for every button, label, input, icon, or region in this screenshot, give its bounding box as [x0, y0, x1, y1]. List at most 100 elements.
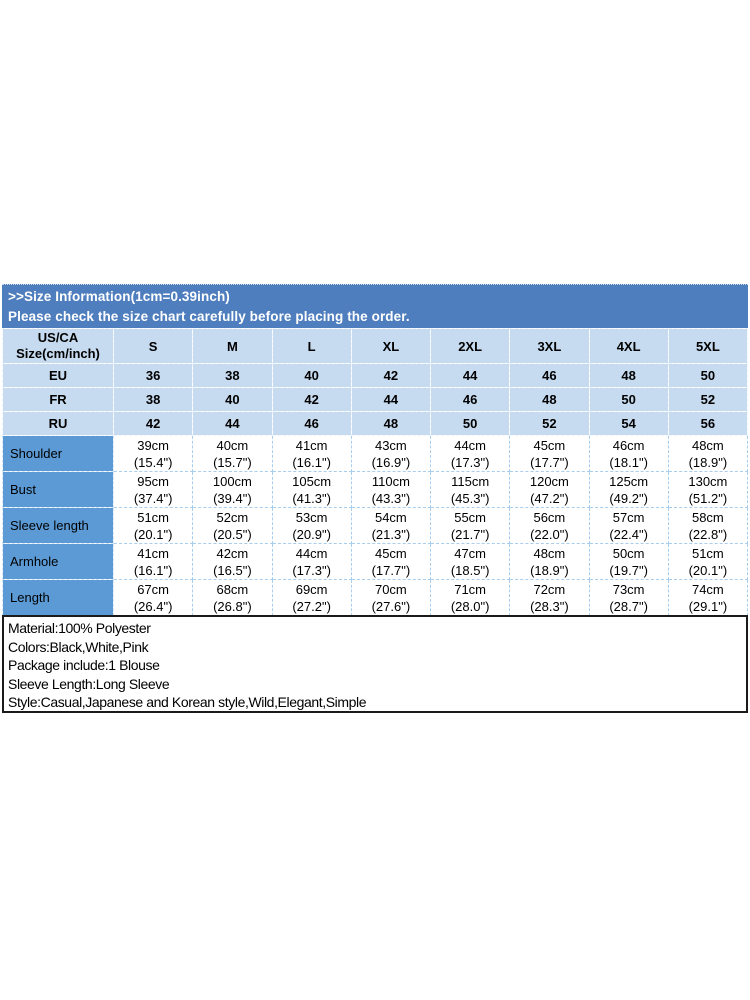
measurement-cm: 54cm [374, 509, 407, 525]
measurement-value-cell: 95cm (37.4") [112, 471, 194, 508]
product-info-line: Colors:Black,White,Pink [8, 638, 149, 655]
measurement-inch: (15.7") [213, 454, 252, 470]
size-header-cell: S [112, 328, 194, 364]
measurement-value-cell: 58cm (22.8") [667, 507, 749, 544]
region-value-cell: 40 [271, 363, 352, 388]
measurement-inch: (27.6") [371, 598, 411, 614]
measurement-label-cell: Bust [2, 471, 114, 508]
measurement-row: Shoulder 39cm (15.4") 40cm (15.7") 41cm (16.1"… [2, 435, 749, 472]
region-row: EU 36 38 40 42 44 46 48 50 [2, 363, 749, 388]
measurement-value-cell: 55cm (21.7") [429, 507, 511, 544]
region-value-cell: 38 [192, 363, 273, 388]
measurement-value-cell: 71cm (28.0") [429, 579, 511, 616]
measurement-cm: 48cm [533, 545, 566, 561]
size-header-row: US/CA Size(cm/inch) S M L XL 2XL 3XL 4XL 5XL [2, 328, 749, 364]
size-table: US/CA Size(cm/inch) S M L XL 2XL 3XL 4XL 5XL EU 36 3… [2, 328, 749, 616]
size-header-cell: L [271, 328, 352, 364]
measurement-cm: 51cm [691, 545, 724, 561]
size-info-subtitle: Please check the size chart carefully be… [8, 309, 410, 324]
measurement-value-cell: 68cm (26.8") [192, 579, 273, 616]
measurement-inch: (28.0") [450, 598, 490, 614]
measurement-value-cell: 48cm (18.9") [667, 435, 749, 472]
measurement-value-cell: 110cm (43.3") [350, 471, 432, 508]
measurement-cm: 47cm [454, 545, 487, 561]
measurement-value-cell: 57cm (22.4") [588, 507, 669, 544]
measurement-cm: 72cm [533, 581, 566, 597]
measurement-inch: (16.1") [133, 562, 173, 578]
measurement-value-cell: 39cm (15.4") [112, 435, 194, 472]
measurement-inch: (18.9") [530, 562, 569, 578]
measurement-cm: 46cm [612, 437, 645, 453]
measurement-value-cell: 42cm (16.5") [192, 543, 273, 580]
measurement-cm: 52cm [216, 509, 249, 525]
measurement-inch: (16.1") [292, 454, 331, 470]
measurement-cm: 120cm [529, 473, 569, 489]
measurement-inch: (18.9") [688, 454, 728, 470]
measurement-inch: (43.3") [371, 490, 411, 506]
measurement-cm: 44cm [295, 545, 328, 561]
region-value-cell: 48 [350, 411, 432, 436]
measurement-inch: (17.7") [371, 562, 411, 578]
region-value-cell: 46 [509, 363, 590, 388]
region-label-cell: RU [2, 411, 114, 436]
measurement-cm: 50cm [612, 545, 645, 561]
region-value-cell: 42 [271, 387, 352, 412]
region-value-cell: 46 [271, 411, 352, 436]
measurement-inch: (28.3") [530, 598, 569, 614]
measurement-inch: (20.1") [133, 526, 173, 542]
measurement-cm: 41cm [295, 437, 328, 453]
region-value-cell: 44 [429, 363, 511, 388]
measurement-inch: (15.4") [133, 454, 173, 470]
measurement-cm: 125cm [609, 473, 649, 489]
product-info-line: Material:100% Polyester [8, 620, 151, 636]
measurement-value-cell: 73cm (28.7") [588, 579, 669, 616]
measurement-value-cell: 50cm (19.7") [588, 543, 669, 580]
measurement-inch: (41.3") [292, 490, 331, 506]
measurement-cm: 100cm [212, 473, 252, 489]
measurement-cm: 58cm [691, 509, 724, 525]
measurement-cm: 56cm [533, 509, 566, 525]
region-row: RU 42 44 46 48 50 52 54 56 [2, 411, 749, 436]
measurement-value-cell: 46cm (18.1") [588, 435, 669, 472]
measurement-label-cell: Shoulder [2, 435, 114, 472]
measurement-value-cell: 54cm (21.3") [350, 507, 432, 544]
size-info-title: >>Size Information(1cm=0.39inch) [8, 289, 230, 304]
measurement-cm: 110cm [371, 473, 410, 489]
measurement-cm: 57cm [612, 509, 645, 525]
region-value-cell: 52 [667, 387, 749, 412]
measurement-value-cell: 72cm (28.3") [509, 579, 590, 616]
measurement-inch: (16.9") [371, 454, 411, 470]
size-header-cell: 4XL [588, 328, 669, 364]
size-table-body: US/CA Size(cm/inch) S M L XL 2XL 3XL 4XL 5XL EU 36 3… [2, 328, 749, 616]
measurement-cm: 45cm [533, 437, 566, 453]
measurement-cm: 105cm [292, 473, 332, 489]
product-info-line: Sleeve Length:Long Sleeve [8, 675, 170, 692]
product-info-line: Style:Casual,Japanese and Korean style,W… [8, 694, 367, 710]
region-value-cell: 38 [112, 387, 194, 412]
measurement-value-cell: 41cm (16.1") [271, 435, 352, 472]
measurement-inch: (21.7") [450, 526, 490, 542]
measurement-inch: (18.1") [609, 454, 648, 470]
region-value-cell: 48 [509, 387, 590, 412]
region-value-cell: 52 [509, 411, 590, 436]
measurement-value-cell: 40cm (15.7") [192, 435, 273, 472]
region-row: FR 38 40 42 44 46 48 50 52 [2, 387, 749, 412]
measurement-inch: (20.9") [292, 526, 331, 542]
measurement-cm: 68cm [216, 581, 249, 597]
measurement-value-cell: 44cm (17.3") [271, 543, 352, 580]
measurement-value-cell: 74cm (29.1") [667, 579, 749, 616]
region-value-cell: 42 [350, 363, 432, 388]
size-header-cell: M [192, 328, 273, 364]
region-value-cell: 44 [350, 387, 432, 412]
measurement-cm: 44cm [454, 437, 487, 453]
measurement-cm: 71cm [454, 581, 487, 597]
measurement-value-cell: 51cm (20.1") [667, 543, 749, 580]
measurement-inch: (27.2") [292, 598, 331, 614]
measurement-value-cell: 69cm (27.2") [271, 579, 352, 616]
corner-cell: US/CA Size(cm/inch) [2, 328, 114, 364]
measurement-value-cell: 45cm (17.7") [350, 543, 432, 580]
measurement-value-cell: 56cm (22.0") [509, 507, 590, 544]
measurement-value-cell: 52cm (20.5") [192, 507, 273, 544]
measurement-value-cell: 115cm (45.3") [429, 471, 511, 508]
measurement-row: Sleeve length 51cm (20.1") 52cm (20.5") 53cm(… [2, 507, 749, 544]
